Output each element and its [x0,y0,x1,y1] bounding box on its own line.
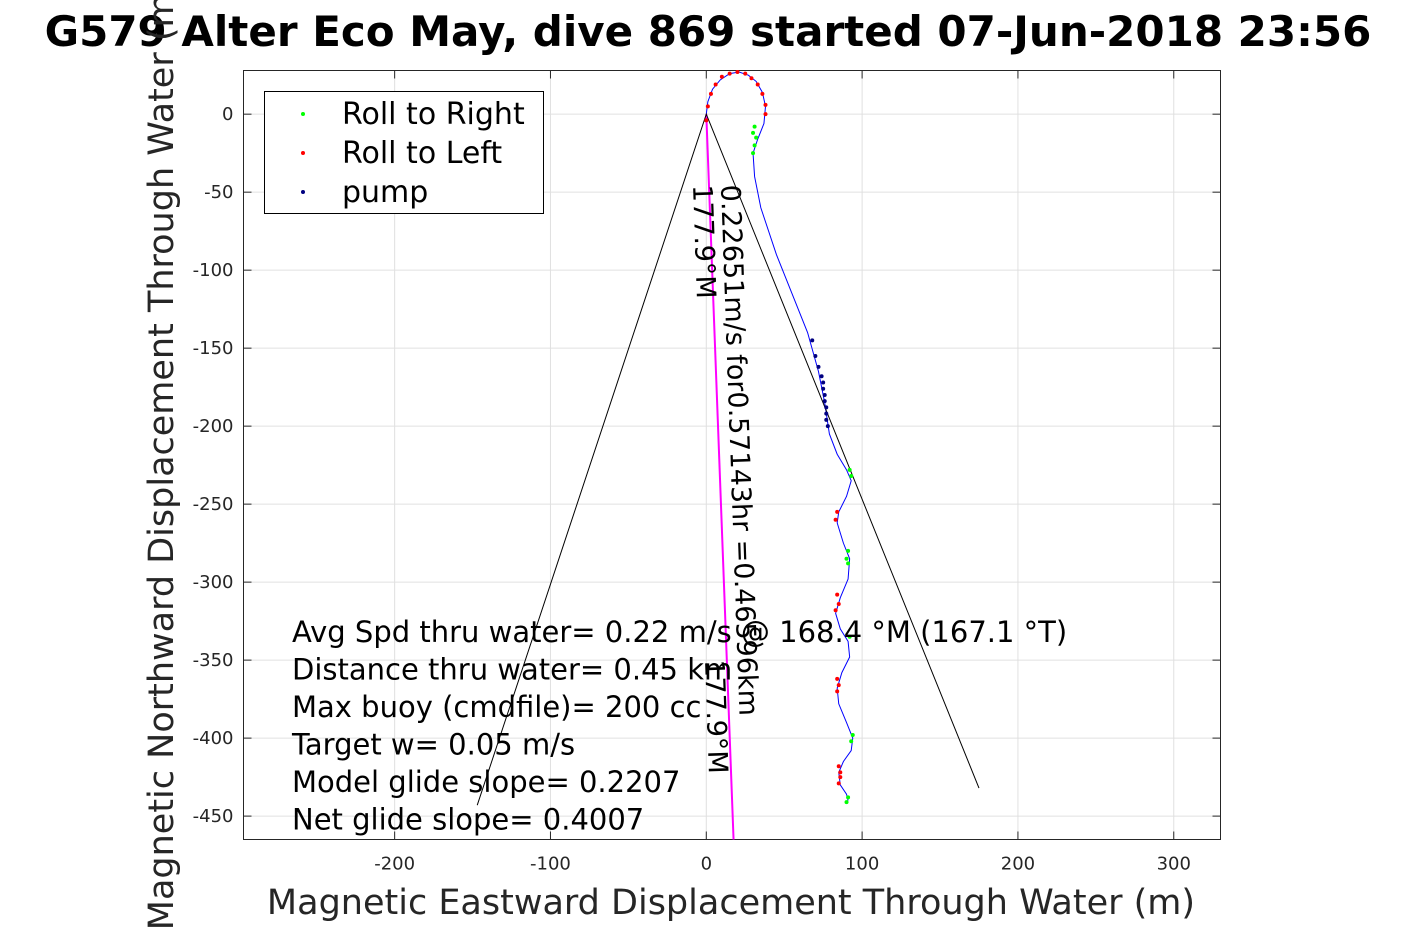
roll-to-left-point [836,601,841,606]
roll-to-left-point [835,509,840,514]
y-tick-label: -350 [193,650,234,671]
legend-label: Roll to Left [342,136,502,171]
roll-to-left-point [763,102,768,107]
roll-to-left-point [835,676,840,681]
roll-to-left-point [835,592,840,597]
roll-to-left-point [835,689,840,694]
pump-point [821,380,826,385]
y-tick-label: -50 [204,182,233,203]
pump-point [822,399,827,404]
roll-to-left-point [833,517,838,522]
series-line [476,112,980,806]
y-tick-label: -250 [193,494,234,515]
stats-block: Avg Spd thru water= 0.22 m/s @ 168.4 °M … [291,615,1067,837]
pump-point [813,353,818,358]
pump-point [816,364,821,369]
pump-point [824,411,829,416]
legend-label: Roll to Right [342,97,525,132]
roll-to-left-point [743,71,748,76]
roll-to-left-point [833,608,838,613]
y-tick-label: -100 [193,260,234,281]
roll-to-left-point [763,112,768,117]
roll-to-left-point [836,781,841,786]
x-tick-label: 200 [1001,854,1035,875]
stats-line: Max buoy (cmdfile)= 200 cc [292,690,701,724]
legend-marker [301,151,305,155]
roll-to-left-point [713,82,718,87]
stats-line: Distance thru water= 0.45 km [292,653,732,687]
roll-to-right-point [751,130,756,135]
y-axis-ticks: 0 -50 -100 -150 -200 -250 -300 -350 -400 -450 [193,104,1221,827]
roll-to-left-point [838,775,843,780]
roll-to-right-point [844,800,849,805]
roll-to-left-point [836,683,841,688]
y-tick-label: -300 [193,572,234,593]
pump-point [825,424,830,429]
roll-to-left-point [705,104,710,109]
heading-label: 177.9°M [686,184,721,299]
roll-to-left-point [704,118,709,123]
roll-to-right-point [844,556,849,561]
y-tick-label: -150 [193,338,234,359]
roll-to-right-point [849,474,854,479]
grid-lines [243,70,1221,840]
stats-line: Avg Spd thru water= 0.22 m/s @ 168.4 °M … [292,615,1067,649]
legend-marker [301,112,305,116]
legend: Roll to Right Roll to Left pump [264,91,544,214]
y-tick-label: -200 [193,416,234,437]
series-line [705,71,854,801]
heading-label-lower: 177.9°M [698,659,733,774]
roll-to-right-point [847,467,852,472]
roll-to-left-point [719,74,724,79]
stats-line: Target w= 0.05 m/s [291,728,575,762]
roll-to-right-point [846,561,851,566]
roll-to-left-point [836,764,841,769]
roll-to-right-point [846,795,851,800]
roll-to-left-point [749,76,754,81]
roll-to-left-point [708,91,713,96]
roll-to-right-point [752,124,757,129]
chart-title: G579 Alter Eco May, dive 869 started 07-… [45,7,1372,56]
y-tick-label: -400 [193,728,234,749]
y-tick-label: -450 [193,806,234,827]
pump-point [822,392,827,397]
pump-point [810,338,815,343]
y-axis-label: Magnetic Northward Displacement Through … [142,0,182,930]
x-axis-ticks: -200 -100 0 100 200 300 [374,70,1191,875]
x-tick-label: 300 [1157,854,1191,875]
roll-to-right-point [850,732,855,737]
roll-to-left-point [755,82,760,87]
x-tick-label: 0 [701,854,712,875]
roll-to-left-point [760,91,765,96]
annotations: 0.22651m/s for0.57143hr =0.46596km 177.9… [291,184,1067,836]
roll-to-left-point [838,770,843,775]
pump-point [824,417,829,422]
series-marks [476,70,980,840]
legend-marker [301,190,305,194]
roll-to-right-point [751,151,756,156]
roll-to-right-point [849,739,854,744]
roll-to-right-point [754,135,759,140]
roll-to-left-point [727,71,732,76]
stats-line: Model glide slope= 0.2207 [292,765,680,799]
y-tick-label: 0 [222,104,233,125]
x-tick-label: 100 [845,854,879,875]
x-axis-label: Magnetic Eastward Displacement Through W… [267,883,1195,923]
stats-line: Net glide slope= 0.4007 [292,803,644,837]
pump-point [821,386,826,391]
plot-area [243,70,1221,840]
roll-to-right-point [847,634,852,639]
x-tick-label: -200 [374,854,415,875]
roll-to-left-point [735,70,740,75]
x-tick-label: -100 [530,854,571,875]
pump-point [819,374,824,379]
series-line [705,114,735,840]
roll-to-right-point [846,548,851,553]
roll-to-right-point [752,143,757,148]
legend-label: pump [342,175,428,210]
pump-point [824,405,829,410]
